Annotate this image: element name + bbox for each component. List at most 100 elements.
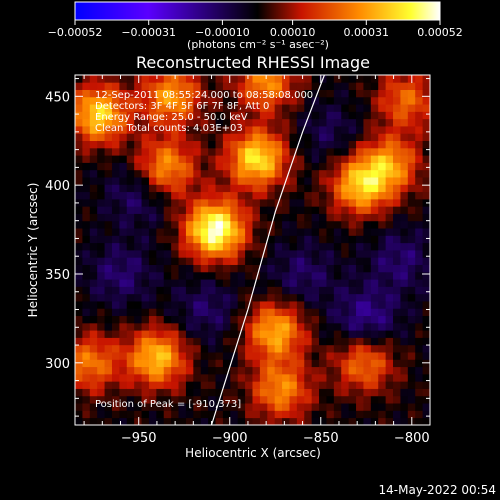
heatmap-cell [415,162,424,171]
heatmap-cell [311,388,320,397]
heatmap-cell [274,111,283,120]
heatmap-cell [356,162,364,171]
heatmap-cell [163,155,172,163]
heatmap-cell [319,322,327,331]
heatmap-cell [326,177,335,185]
heatmap-cell [193,322,202,331]
heatmap-cell [319,286,327,295]
heatmap-cell [215,315,224,324]
heatmap-cell [333,271,342,280]
heatmap-cell [319,301,327,309]
heatmap-cell [415,104,424,112]
heatmap-cell [363,330,372,338]
heatmap-cell [111,82,120,90]
heatmap-cell [119,235,128,244]
heatmap-cell [156,140,165,149]
heatmap-cell [156,395,165,404]
heatmap-cell [326,104,335,112]
heatmap-cell [156,257,165,265]
heatmap-cell [319,169,327,178]
heatmap-cell [385,315,394,324]
heatmap-cell [363,242,372,251]
heatmap-cell [126,220,135,229]
heatmap-cell [185,315,194,324]
heatmap-cell [134,198,142,207]
heatmap-cell [193,235,202,244]
heatmap-cell [200,162,209,171]
heatmap-cell [393,279,401,287]
heatmap-cell [208,257,216,265]
heatmap-cell [245,206,253,214]
heatmap-cell [230,410,239,419]
heatmap-cell [89,162,98,171]
heatmap-cell [407,315,416,324]
heatmap-cell [245,315,253,324]
heatmap-cell [163,147,172,156]
heatmap-cell [200,104,209,112]
heatmap-cell [171,133,179,142]
heatmap-cell [370,133,379,142]
heatmap-cell [178,235,187,244]
heatmap-cell [237,250,246,258]
heatmap-cell [171,373,179,382]
heatmap-cell [252,257,261,265]
heatmap-cell [415,250,424,258]
heatmap-cell [148,410,157,419]
heatmap-cell [215,264,224,273]
heatmap-cell [333,250,342,258]
heatmap-cell [267,410,276,419]
heatmap-cell [319,198,327,207]
heatmap-cell [245,235,253,244]
heatmap-cell [415,264,424,273]
heatmap-cell [185,133,194,142]
heatmap-cell [296,344,305,353]
heatmap-cell [178,308,187,317]
heatmap-cell [282,118,290,127]
heatmap-cell [208,381,216,389]
heatmap-cell [208,177,216,185]
heatmap-cell [370,75,379,83]
heatmap-cell [341,147,350,156]
heatmap-cell [289,82,298,90]
heatmap-cell [304,271,313,280]
heatmap-cell [141,220,150,229]
heatmap-cell [415,279,424,287]
heatmap-cell [215,344,224,353]
heatmap-cell [104,155,113,163]
heatmap-cell [289,315,298,324]
heatmap-cell [222,206,231,214]
heatmap-cell [171,191,179,200]
heatmap-cell [215,177,224,185]
heatmap-cell [252,388,261,397]
heatmap-cell [163,242,172,251]
heatmap-cell [356,322,364,331]
heatmap-cell [356,264,364,273]
heatmap-cell [156,388,165,397]
colorbar-tick-label: −0.00031 [121,26,176,39]
heatmap-cell [148,388,157,397]
heatmap-cell [385,381,394,389]
heatmap-cell [230,140,239,149]
heatmap-cell [141,359,150,368]
heatmap-cell [185,177,194,185]
heatmap-cell [111,308,120,317]
heatmap-cell [245,264,253,273]
heatmap-cell [134,96,142,105]
heatmap-cell [400,417,409,425]
heatmap-cell [111,301,120,309]
heatmap-cell [111,330,120,338]
heatmap-cell [393,162,401,171]
heatmap-cell [134,126,142,134]
heatmap-cell [82,126,91,134]
heatmap-cell [171,213,179,222]
heatmap-cell [215,140,224,149]
heatmap-cell [348,118,357,127]
heatmap-cell [111,337,120,346]
heatmap-cell [141,337,150,346]
heatmap-cell [148,206,157,214]
heatmap-cell [104,315,113,324]
heatmap-cell [370,322,379,331]
heatmap-cell [341,301,350,309]
heatmap-cell [178,366,187,375]
